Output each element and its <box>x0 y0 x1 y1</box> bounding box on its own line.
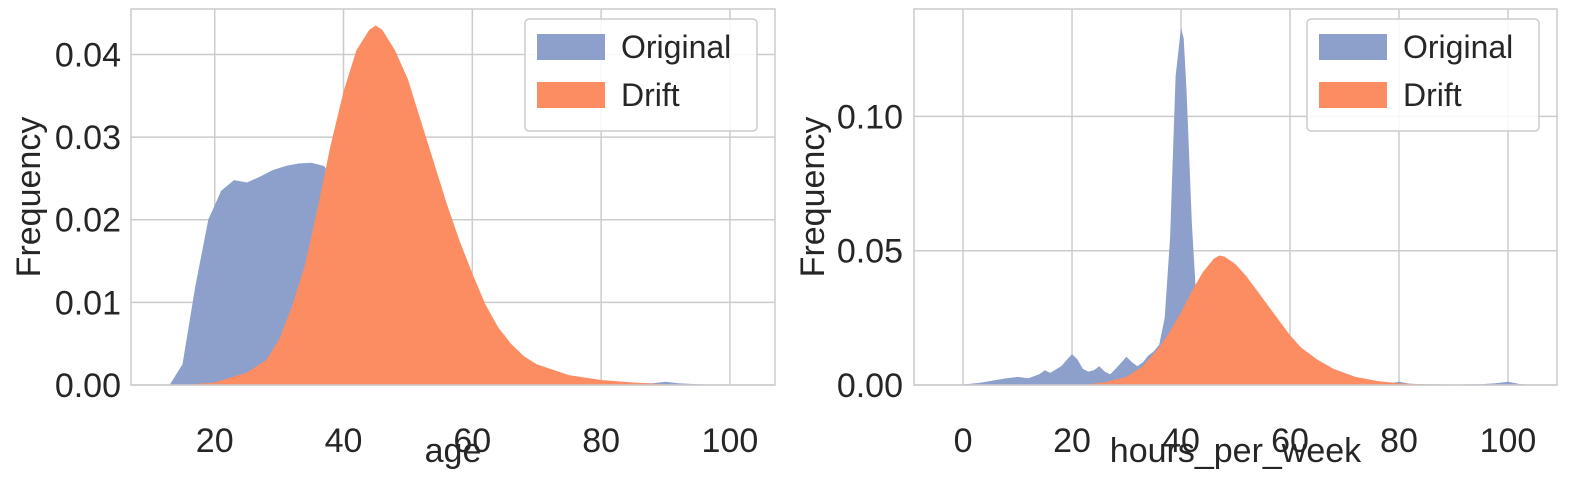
x-tick-label: 60 <box>1271 422 1309 460</box>
x-tick-label: 20 <box>196 422 234 460</box>
x-tick-label: 100 <box>702 422 759 460</box>
y-tick-label: 0.01 <box>55 284 121 322</box>
series-drift-area <box>182 25 698 385</box>
legend-label-original: Original <box>621 29 731 65</box>
y-tick-label: 0.05 <box>837 233 903 271</box>
x-tick-label: 80 <box>1380 422 1418 460</box>
legend-label-original: Original <box>1403 29 1513 65</box>
x-axis-label: hours_per_week <box>1110 432 1362 470</box>
legend-swatch-original <box>1319 34 1387 60</box>
y-tick-label: 0.04 <box>55 36 121 74</box>
y-tick-label: 0.00 <box>55 367 121 405</box>
legend-swatch-drift <box>537 82 605 108</box>
x-tick-label: 100 <box>1480 422 1537 460</box>
x-axis-label: age <box>425 432 482 470</box>
y-tick-label: 0.00 <box>837 367 903 405</box>
x-tick-label: 0 <box>954 422 973 460</box>
x-tick-label: 60 <box>453 422 491 460</box>
legend-label-drift: Drift <box>1403 77 1462 113</box>
legend-label-drift: Drift <box>621 77 680 113</box>
axes-frame <box>913 8 1558 386</box>
y-axis-label: Frequency <box>794 117 832 278</box>
y-tick-label: 0.03 <box>55 119 121 157</box>
y-tick-label: 0.10 <box>837 98 903 136</box>
panel-2: 0 20 40 60 80 100 0.00 0.05 0.10 hours_per_week Fr… <box>794 8 1558 470</box>
x-tick-label: 80 <box>582 422 620 460</box>
y-tick-label: 0.02 <box>55 202 121 240</box>
x-tick-label: 40 <box>1162 422 1200 460</box>
series-drift-area <box>1082 255 1454 385</box>
axes-frame <box>130 8 776 386</box>
x-tick-label: 20 <box>1053 422 1091 460</box>
legend-swatch-drift <box>1319 82 1387 108</box>
x-tick-label: 40 <box>325 422 363 460</box>
panel-1: 20 40 60 80 100 0.00 0.01 0.02 0.03 0.04 age Freque… <box>10 8 776 470</box>
y-axis-label: Frequency <box>10 117 48 278</box>
legend-swatch-original <box>537 34 605 60</box>
